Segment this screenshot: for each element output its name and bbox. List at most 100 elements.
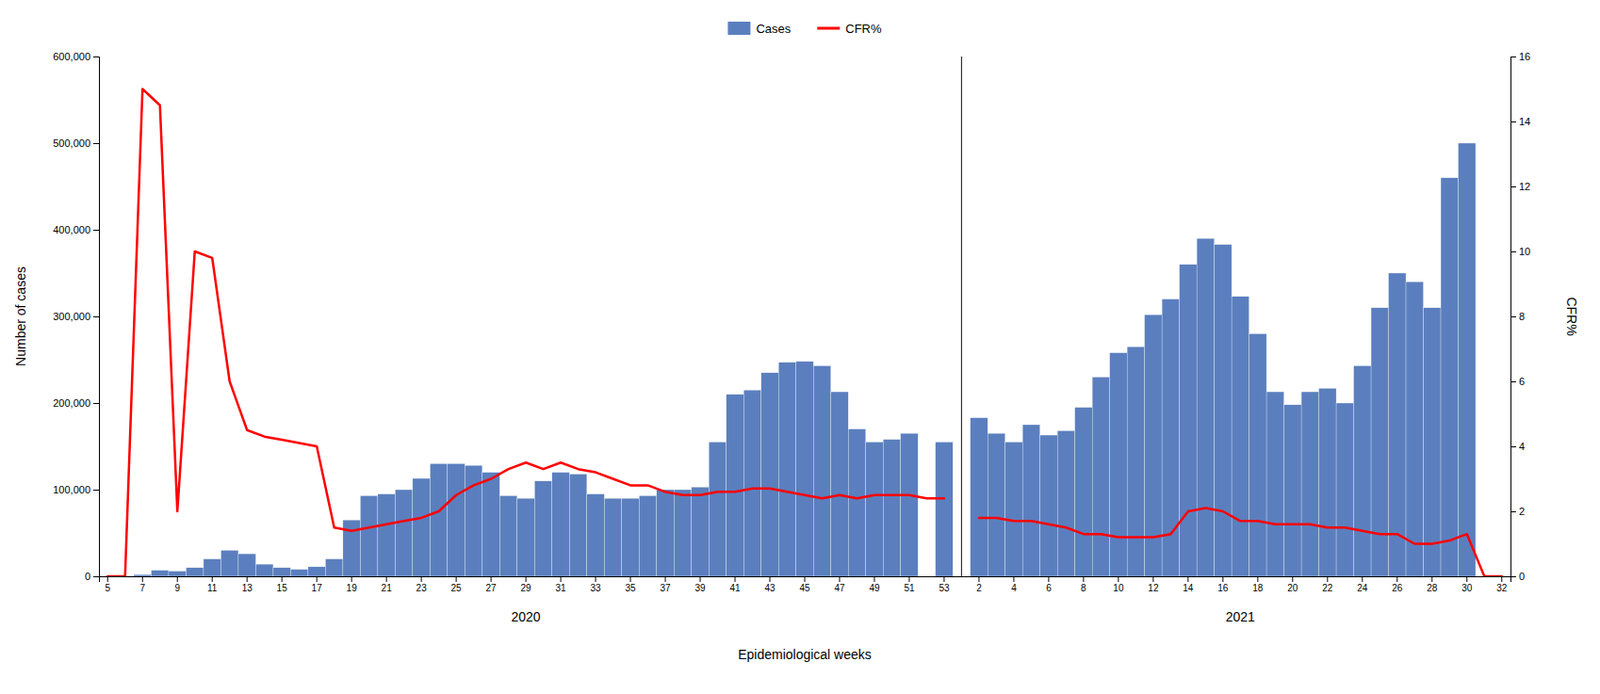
axis-line (1511, 57, 1518, 578)
tick-label: 19 (346, 583, 359, 594)
tick-mark (630, 576, 632, 583)
bar (743, 390, 761, 577)
bar (1075, 408, 1093, 577)
tick-label: 4 (1011, 583, 1017, 594)
legend-swatch (816, 27, 840, 31)
tick-mark (943, 576, 945, 583)
tick: 4 (1011, 576, 1017, 594)
tick: 16 (1510, 50, 1531, 63)
tick-mark (560, 576, 562, 583)
tick-mark (1396, 576, 1398, 583)
bar (429, 463, 447, 577)
tick: 2 (976, 576, 982, 594)
tick: 200,000 (52, 397, 99, 409)
tick-mark (1361, 576, 1363, 583)
bar (133, 574, 151, 577)
tick: 12 (1147, 576, 1160, 594)
tick: 20 (1287, 576, 1299, 594)
bar (761, 373, 779, 577)
bar (359, 495, 377, 577)
bar (900, 433, 918, 577)
legend-swatch (727, 21, 751, 35)
tick-label: 400,000 (52, 224, 91, 236)
tick-label: 25 (451, 583, 463, 594)
tick-mark (212, 576, 213, 583)
bar (831, 391, 849, 577)
tick: 12 (1510, 180, 1531, 193)
tick: 53 (938, 576, 950, 594)
tick-mark (665, 576, 667, 583)
bar (1423, 308, 1441, 577)
bar (1405, 281, 1423, 577)
tick: 100,000 (52, 484, 99, 496)
tick-label: 30 (1461, 583, 1473, 594)
bar (1371, 308, 1388, 577)
tick-label: 18 (1252, 583, 1264, 594)
tick-mark (734, 576, 736, 583)
tick-mark (1257, 576, 1258, 583)
tick-mark (1510, 511, 1517, 513)
bar (1440, 178, 1458, 577)
group-separator (961, 56, 963, 577)
tick-label: 17 (311, 583, 324, 594)
bar (778, 362, 796, 577)
tick-mark (386, 576, 388, 583)
tick-mark (177, 576, 179, 583)
tick-mark (93, 143, 99, 145)
tick-mark (107, 576, 109, 583)
tick: 0 (1510, 571, 1525, 583)
tick: 35 (624, 576, 637, 594)
tick-mark (93, 316, 99, 318)
tick: 2 (1510, 506, 1525, 518)
tick-label: 26 (1391, 583, 1404, 594)
tick: 8 (1510, 310, 1525, 323)
tick-label: 6 (1518, 375, 1525, 388)
bar (552, 473, 570, 577)
tick-mark (1152, 576, 1154, 583)
bar (1284, 405, 1302, 577)
tick: 45 (799, 576, 811, 594)
tick: 41 (729, 576, 741, 594)
y-axis-title: Number of cases (13, 266, 29, 367)
tick: 51 (903, 576, 915, 594)
tick-label: 23 (416, 583, 428, 594)
tick: 5 (104, 576, 111, 594)
tick-mark (1187, 576, 1189, 583)
tick-label: 43 (764, 583, 776, 594)
bar (220, 550, 238, 577)
tick: 300,000 (52, 310, 99, 323)
bar (1388, 273, 1406, 577)
bar (691, 487, 709, 577)
chart: 5791113151719212325272931333537394143454… (0, 0, 1600, 694)
bar (168, 571, 186, 577)
bar (813, 365, 831, 577)
legend-label: CFR% (845, 21, 882, 36)
tick: 14 (1510, 115, 1531, 128)
tick-mark (525, 576, 527, 583)
bar (673, 489, 691, 577)
axis-line (93, 57, 100, 578)
bar (1231, 296, 1249, 577)
tick: 32 (1496, 576, 1508, 594)
tick: 22 (1322, 576, 1334, 594)
tick: 18 (1252, 576, 1264, 594)
tick-mark (1047, 576, 1049, 583)
bar (273, 568, 291, 577)
tick-mark (873, 576, 875, 583)
tick: 39 (694, 576, 706, 594)
tick-mark (93, 403, 99, 405)
tick-label: 15 (277, 583, 289, 594)
tick-mark (769, 576, 771, 583)
bar (935, 441, 953, 577)
tick-label: 4 (1518, 440, 1525, 453)
tick-label: 300,000 (52, 310, 91, 323)
bar (447, 463, 465, 577)
bar (1266, 391, 1284, 577)
tick: 29 (521, 576, 533, 594)
bar (1196, 238, 1214, 577)
tick-mark (1117, 576, 1119, 583)
marks (98, 89, 1503, 578)
tick-mark (93, 489, 99, 491)
tick: 14 (1182, 576, 1194, 594)
tick-mark (804, 576, 806, 583)
